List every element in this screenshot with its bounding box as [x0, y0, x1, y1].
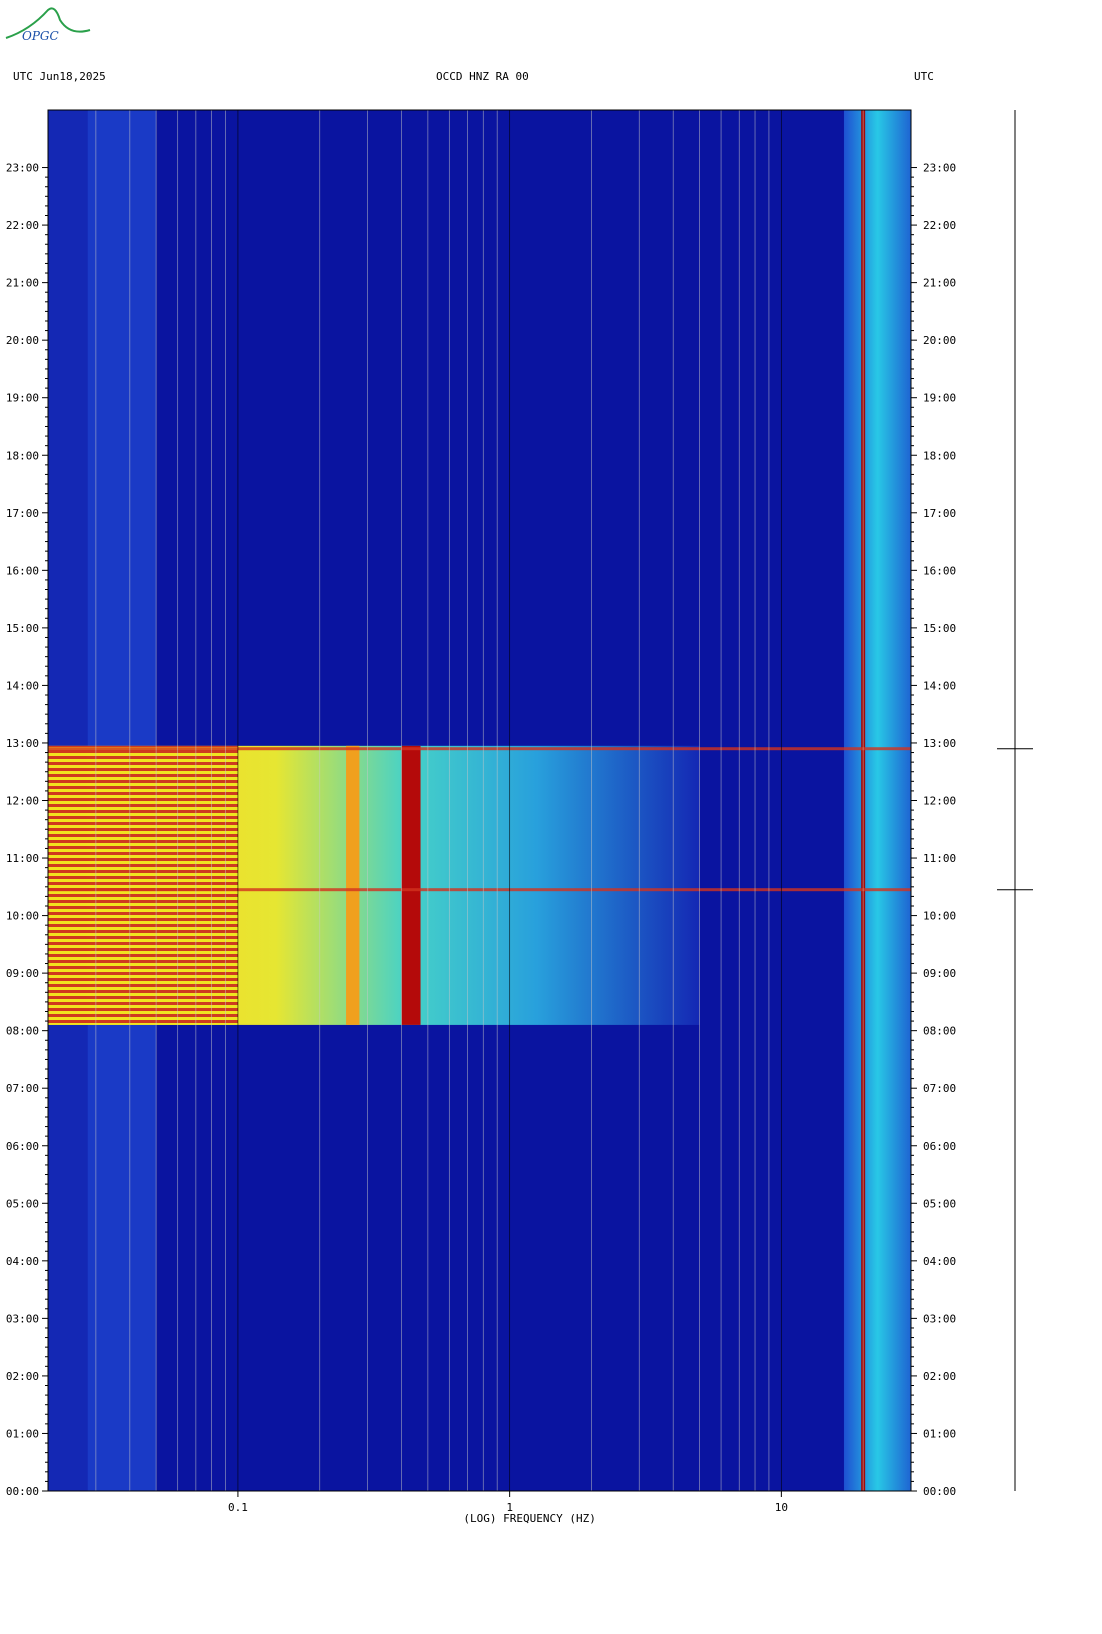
y-tick-label-left: 19:00	[6, 392, 39, 405]
header-center: OCCD HNZ RA 00	[436, 70, 529, 83]
y-tick-label-left: 15:00	[6, 622, 39, 635]
y-tick-label-left: 22:00	[6, 219, 39, 232]
logo-swoosh-icon	[5, 7, 91, 39]
y-tick-label-left: 08:00	[6, 1025, 39, 1038]
y-tick-label-left: 09:00	[6, 967, 39, 980]
y-tick-label-left: 06:00	[6, 1140, 39, 1153]
y-tick-label-right: 15:00	[923, 622, 956, 635]
x-tick-label: 10	[775, 1501, 788, 1514]
y-tick-label-left: 17:00	[6, 507, 39, 520]
y-tick-label-left: 01:00	[6, 1427, 39, 1440]
y-tick-label-left: 16:00	[6, 564, 39, 577]
impulsive-line	[48, 747, 911, 751]
opgc-logo: OPGC	[0, 0, 100, 54]
x-tick-label: 0.1	[228, 1501, 248, 1514]
y-tick-label-right: 13:00	[923, 737, 956, 750]
y-tick-label-right: 09:00	[923, 967, 956, 980]
y-tick-label-right: 11:00	[923, 852, 956, 865]
event-red-band	[401, 745, 421, 1025]
y-tick-label-right: 06:00	[923, 1140, 956, 1153]
y-tick-label-left: 03:00	[6, 1312, 39, 1325]
y-tick-label-left: 04:00	[6, 1255, 39, 1268]
header-right: UTC	[914, 70, 934, 83]
y-tick-label-left: 20:00	[6, 334, 39, 347]
x-axis-label: (LOG) FREQUENCY (HZ)	[463, 1512, 595, 1525]
y-tick-label-left: 07:00	[6, 1082, 39, 1095]
y-tick-label-right: 02:00	[923, 1370, 956, 1383]
y-tick-label-right: 16:00	[923, 564, 956, 577]
y-tick-label-left: 23:00	[6, 162, 39, 175]
event-orange-band	[346, 745, 360, 1025]
y-tick-label-left: 02:00	[6, 1370, 39, 1383]
x-tick-label: 1	[506, 1501, 513, 1514]
y-tick-label-right: 18:00	[923, 449, 956, 462]
y-tick-label-right: 20:00	[923, 334, 956, 347]
y-tick-label-right: 22:00	[923, 219, 956, 232]
y-tick-label-right: 10:00	[923, 910, 956, 923]
header-left: UTC Jun18,2025	[13, 70, 106, 83]
event-low-frequency-stripes	[48, 745, 238, 1025]
y-tick-label-left: 00:00	[6, 1485, 39, 1498]
y-tick-label-right: 19:00	[923, 392, 956, 405]
y-tick-label-right: 03:00	[923, 1312, 956, 1325]
impulsive-line	[48, 888, 911, 892]
y-tick-label-right: 07:00	[923, 1082, 956, 1095]
y-tick-label-left: 14:00	[6, 679, 39, 692]
logo-text: OPGC	[22, 29, 59, 43]
y-tick-label-left: 21:00	[6, 277, 39, 290]
y-tick-label-right: 04:00	[923, 1255, 956, 1268]
y-tick-label-right: 21:00	[923, 277, 956, 290]
y-tick-label-right: 23:00	[923, 162, 956, 175]
y-tick-label-left: 13:00	[6, 737, 39, 750]
y-tick-label-left: 12:00	[6, 795, 39, 808]
y-tick-label-right: 05:00	[923, 1197, 956, 1210]
y-tick-label-right: 17:00	[923, 507, 956, 520]
y-tick-label-right: 12:00	[923, 795, 956, 808]
y-tick-label-left: 05:00	[6, 1197, 39, 1210]
y-tick-label-left: 10:00	[6, 910, 39, 923]
high-frequency-band	[843, 110, 911, 1491]
y-tick-label-right: 14:00	[923, 679, 956, 692]
y-tick-label-right: 01:00	[923, 1427, 956, 1440]
y-tick-label-left: 18:00	[6, 449, 39, 462]
y-tick-label-right: 08:00	[923, 1025, 956, 1038]
y-tick-label-left: 11:00	[6, 852, 39, 865]
y-tick-label-right: 00:00	[923, 1485, 956, 1498]
